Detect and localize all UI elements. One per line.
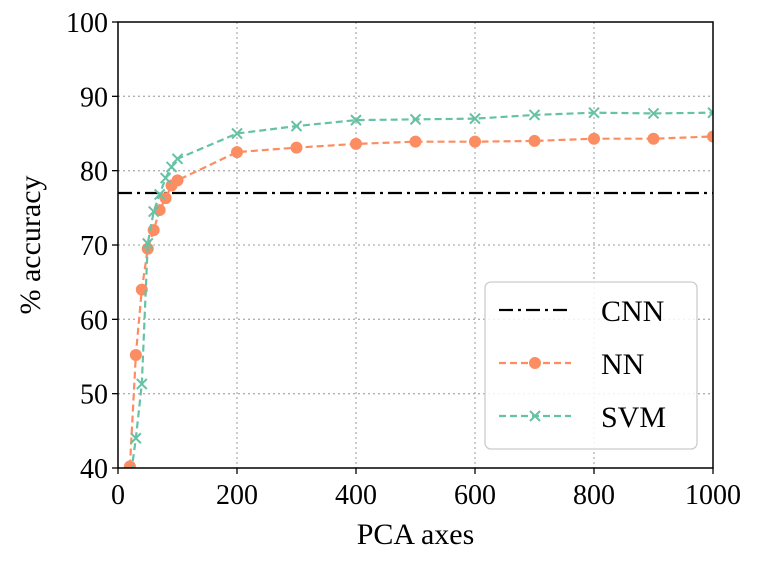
legend-box	[484, 281, 698, 450]
data-point-svm	[350, 114, 362, 126]
data-point-svm	[159, 172, 172, 184]
legend-marker-svm	[529, 410, 541, 422]
data-point-nn	[123, 460, 136, 468]
y-tick-label: 40	[80, 454, 108, 485]
legend-label-nn: NN	[601, 348, 644, 381]
x-tick-label: 800	[573, 480, 615, 511]
data-point-svm	[647, 107, 660, 120]
axis-ticks: 0 200 400 600 800 1000 40 50 60 70 80 90 100	[66, 8, 741, 511]
data-point-svm	[231, 127, 243, 140]
data-point-svm	[153, 188, 166, 201]
data-point-nn	[350, 137, 362, 150]
data-point-svm	[409, 113, 422, 126]
data-point-svm	[130, 432, 142, 444]
y-axis-label: % accuracy	[14, 175, 47, 314]
data-point-nn	[159, 192, 172, 205]
data-point-nn	[647, 132, 660, 145]
data-point-svm	[165, 161, 178, 173]
y-tick-label: 60	[80, 305, 108, 336]
data-point-svm	[290, 120, 303, 132]
data-point-svm	[528, 109, 541, 121]
data-point-nn	[231, 146, 243, 159]
data-point-nn	[290, 141, 303, 154]
data-point-nn	[171, 174, 184, 187]
data-point-nn	[469, 135, 481, 148]
y-tick-label: 50	[80, 380, 108, 411]
data-point-nn	[409, 135, 422, 148]
data-point-svm	[588, 106, 600, 119]
series-layer	[118, 106, 713, 488]
y-tick-label: 80	[80, 157, 108, 188]
legend-label-svm: SVM	[601, 401, 666, 434]
x-tick-label: 0	[111, 480, 125, 511]
x-tick-label: 200	[216, 480, 258, 511]
legend: CNN NN SVM	[484, 281, 698, 450]
series-line-nn	[128, 135, 713, 467]
data-point-nn	[129, 349, 142, 362]
x-tick-label: 1000	[685, 480, 741, 511]
data-point-svm	[171, 153, 184, 165]
data-point-nn	[135, 283, 148, 296]
data-point-svm	[125, 478, 135, 488]
data-point-nn	[528, 134, 541, 147]
series-line-svm	[130, 111, 713, 468]
data-point-svm	[469, 112, 481, 125]
legend-label-cnn: CNN	[601, 295, 664, 328]
x-tick-label: 400	[335, 480, 377, 511]
data-point-svm	[707, 106, 713, 119]
legend-marker-nn	[529, 357, 541, 369]
y-tick-label: 90	[80, 82, 108, 113]
x-axis-label: PCA axes	[357, 518, 475, 551]
data-point-nn	[588, 132, 600, 145]
data-point-nn	[707, 130, 713, 143]
y-tick-label: 70	[80, 231, 108, 262]
y-tick-label: 100	[66, 8, 108, 39]
data-point-svm	[136, 378, 148, 390]
data-point-svm	[142, 237, 154, 250]
x-tick-label: 600	[454, 480, 496, 511]
data-point-svm	[147, 205, 160, 218]
